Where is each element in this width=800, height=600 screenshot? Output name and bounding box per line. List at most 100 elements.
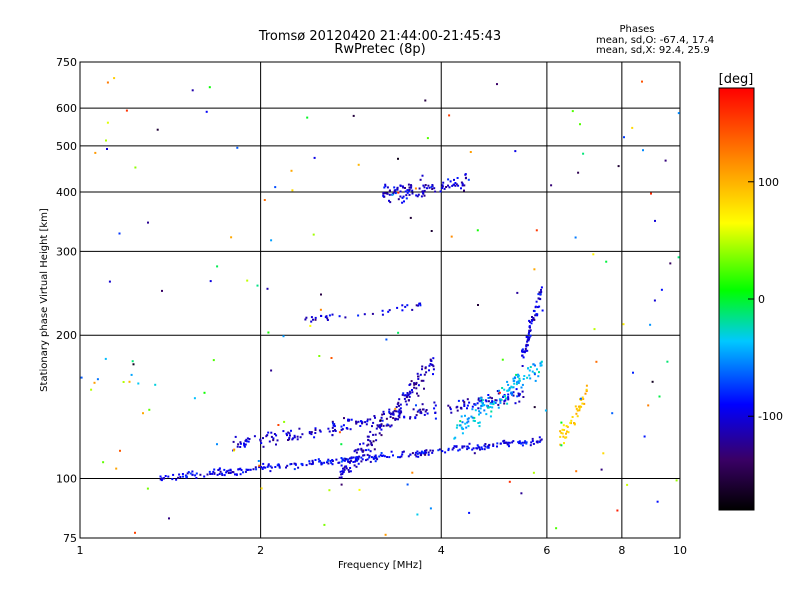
data-point [504,399,507,402]
data-point [396,403,399,406]
data-point [131,360,134,363]
data-point [277,424,280,426]
data-point [430,360,433,362]
data-point [528,338,530,341]
data-point [540,286,543,289]
data-point [582,152,585,155]
data-point [452,183,455,186]
data-point [386,192,389,195]
data-point [461,182,464,185]
data-point [122,381,125,383]
data-point [356,459,358,462]
data-point [675,479,678,482]
data-point [289,463,292,466]
data-point [256,284,259,287]
data-point [234,473,236,476]
data-point [399,190,402,193]
data-point [423,194,426,197]
data-point [371,444,373,447]
data-point [515,373,518,376]
data-point [162,477,165,480]
data-point [481,399,484,402]
y-axis-label: Stationary phase Virtual Height [km] [39,208,50,392]
data-point [531,437,534,440]
data-point [474,409,477,412]
data-point [399,456,401,459]
data-point [367,439,370,442]
data-point [529,321,531,324]
data-point [423,387,425,390]
data-point [290,463,293,465]
data-point [388,412,391,414]
data-point [433,407,436,410]
data-point [441,187,444,190]
data-point [232,440,235,443]
data-point [480,397,483,400]
data-point [349,470,352,473]
data-point [259,438,262,441]
data-point [537,297,540,300]
y-tick-label: 400 [56,186,77,199]
data-point [380,428,383,431]
data-point [559,435,562,438]
data-point [247,440,250,443]
data-point [444,451,447,454]
data-point [424,367,427,370]
plot-frame [79,61,681,539]
data-point [405,197,408,200]
data-point [106,148,108,150]
data-point [447,404,450,407]
data-point [512,386,515,389]
data-point [311,459,314,462]
data-point [286,464,289,467]
data-point [411,189,414,192]
data-point [495,399,498,402]
data-point [401,309,404,312]
data-point [521,365,524,367]
data-point [529,444,532,447]
data-point [559,430,562,433]
data-point [293,468,296,471]
data-point [651,380,654,383]
data-point [415,304,418,307]
data-point [137,382,140,385]
data-point [575,407,578,410]
data-point [361,450,364,453]
data-point [536,368,538,371]
data-point [455,426,458,429]
data-point [267,463,270,466]
data-point [398,398,401,401]
data-point [357,462,360,465]
data-point [186,472,189,475]
data-point [338,431,341,434]
data-point [504,395,507,397]
data-point [283,420,286,423]
data-point [384,533,387,536]
data-point [583,402,586,405]
data-point [246,279,249,282]
data-point [335,458,338,461]
data-point [539,439,542,442]
data-point [508,480,511,483]
data-point [528,374,531,377]
data-point [481,404,484,407]
data-point [480,446,483,449]
data-point [161,289,163,292]
data-point [341,458,344,461]
data-point [456,409,459,412]
data-point [478,425,481,428]
data-point [212,470,215,473]
data-point [350,457,353,460]
data-point [469,151,472,153]
x-tick-label: 1 [77,544,84,557]
data-point [209,280,212,283]
data-point [407,394,410,397]
data-point [535,440,538,443]
data-point [407,399,410,402]
data-point [467,425,470,428]
data-point [354,460,357,463]
data-point [239,446,242,448]
data-point [348,470,351,473]
data-point [579,405,581,408]
data-point [384,185,387,188]
